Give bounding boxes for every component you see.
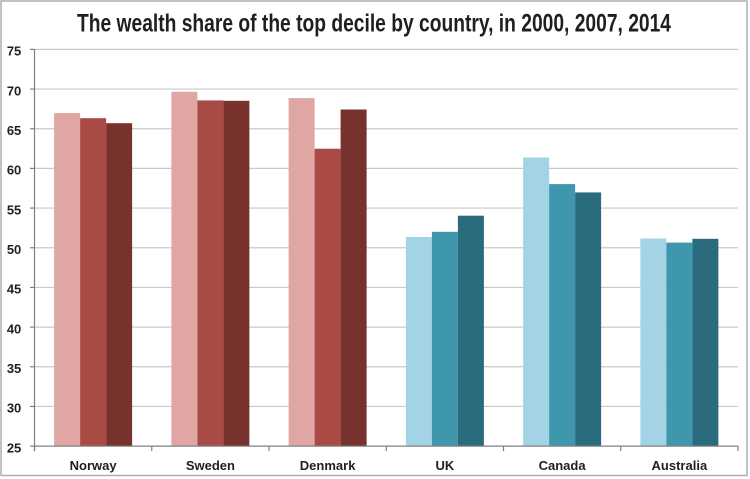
- svg-text:30: 30: [7, 401, 21, 416]
- svg-text:70: 70: [7, 83, 21, 98]
- svg-text:Canada: Canada: [539, 458, 587, 473]
- svg-text:75: 75: [7, 44, 21, 59]
- svg-text:45: 45: [7, 282, 21, 297]
- svg-text:55: 55: [7, 202, 21, 217]
- svg-text:60: 60: [7, 163, 21, 178]
- svg-text:Sweden: Sweden: [186, 458, 235, 473]
- svg-text:UK: UK: [435, 458, 454, 473]
- svg-text:The wealth share of the top de: The wealth share of the top decile by co…: [77, 9, 671, 37]
- svg-text:65: 65: [7, 123, 21, 138]
- svg-text:40: 40: [7, 321, 21, 336]
- svg-text:35: 35: [7, 361, 21, 376]
- svg-text:Denmark: Denmark: [300, 458, 356, 473]
- svg-text:50: 50: [7, 242, 21, 257]
- svg-text:Australia: Australia: [652, 458, 708, 473]
- svg-text:25: 25: [7, 440, 21, 455]
- svg-text:Norway: Norway: [70, 458, 118, 473]
